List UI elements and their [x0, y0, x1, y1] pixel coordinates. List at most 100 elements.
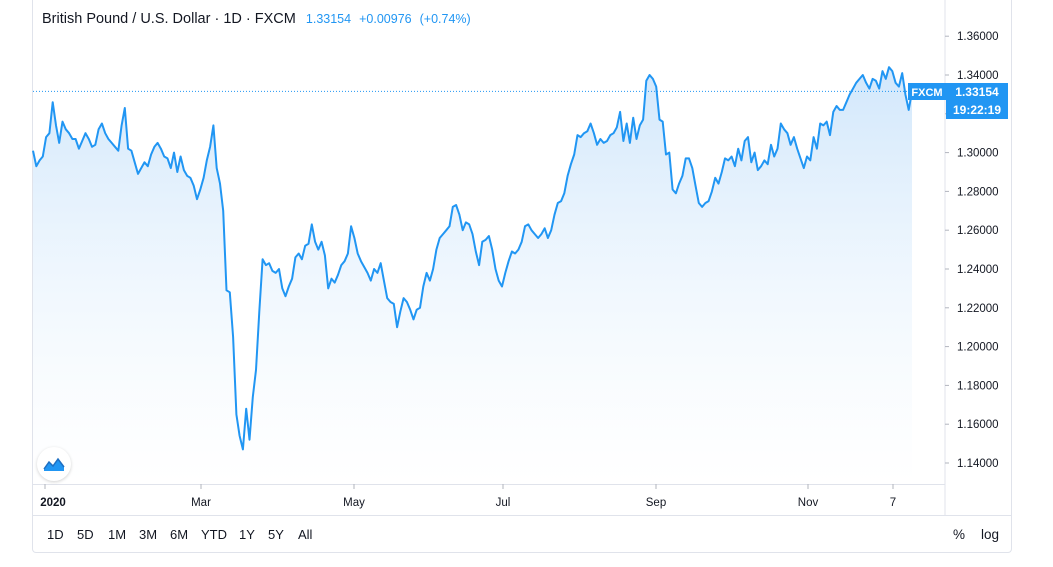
- data-point: [88, 138, 90, 140]
- data-point: [219, 183, 221, 185]
- change-percent: (+0.74%): [419, 12, 471, 26]
- data-point: [52, 101, 54, 103]
- data-point: [669, 152, 671, 154]
- data-point: [619, 111, 621, 113]
- data-point: [386, 297, 388, 299]
- data-point: [167, 158, 169, 160]
- range-1y[interactable]: 1Y: [239, 527, 255, 542]
- tag-price: 1.33154: [955, 85, 999, 99]
- data-point: [308, 243, 310, 245]
- range-5d[interactable]: 5D: [77, 527, 94, 542]
- data-point: [462, 229, 464, 231]
- data-point: [741, 160, 743, 162]
- range-ytd[interactable]: YTD: [201, 527, 227, 542]
- data-point: [514, 253, 516, 255]
- percent-scale-toggle[interactable]: %: [953, 527, 966, 542]
- data-point: [544, 228, 546, 230]
- data-point: [737, 148, 739, 150]
- y-tick-label: 1.20000: [957, 342, 999, 354]
- bottom-toolbar: 1D 5D 1M 3M 6M YTD 1Y 5Y All % log: [32, 515, 1012, 553]
- symbol-name: British Pound / U.S. Dollar: [42, 11, 211, 27]
- data-point: [186, 175, 188, 177]
- y-tick-label: 1.22000: [957, 303, 999, 315]
- data-point: [695, 185, 697, 187]
- data-point: [262, 259, 264, 261]
- data-point: [557, 202, 559, 204]
- range-all[interactable]: All: [298, 527, 313, 542]
- data-point: [65, 129, 67, 131]
- data-point: [754, 152, 756, 154]
- data-point: [734, 165, 736, 167]
- last-price-value: 1.33154: [305, 12, 352, 26]
- data-point: [360, 260, 362, 262]
- y-tick-label: 1.36000: [957, 31, 999, 43]
- time-axis[interactable]: 2020 Mar May Jul Sep Nov 7: [32, 484, 945, 509]
- data-point: [793, 136, 795, 138]
- data-point: [36, 165, 38, 167]
- data-point: [213, 125, 215, 127]
- data-point: [550, 229, 552, 231]
- data-point: [396, 326, 398, 328]
- y-tick-label: 1.30000: [957, 148, 999, 160]
- data-point: [147, 165, 149, 167]
- data-point: [354, 237, 356, 239]
- data-point: [728, 160, 730, 162]
- data-point: [459, 214, 461, 216]
- data-point: [688, 158, 690, 160]
- y-tick-label: 1.18000: [957, 380, 999, 392]
- data-point: [698, 202, 700, 204]
- price-chart[interactable]: 1.14000 1.16000 1.18000 1.20000 1.22000 1.240…: [0, 0, 1053, 515]
- data-point: [393, 303, 395, 305]
- data-point: [498, 280, 500, 282]
- data-point: [62, 121, 64, 123]
- data-point: [855, 82, 857, 84]
- tradingview-logo-icon[interactable]: [37, 447, 71, 481]
- data-point: [649, 74, 651, 76]
- data-point: [206, 160, 208, 162]
- data-point: [888, 66, 890, 68]
- data-point: [606, 140, 608, 142]
- data-point: [268, 262, 270, 264]
- data-point: [501, 286, 503, 288]
- data-point: [495, 268, 497, 270]
- data-point: [383, 280, 385, 282]
- data-point: [547, 237, 549, 239]
- data-point: [406, 301, 408, 303]
- data-point: [416, 309, 418, 311]
- data-point: [249, 439, 251, 441]
- data-point: [813, 136, 815, 138]
- data-point: [177, 171, 179, 173]
- x-tick-label: Jul: [496, 497, 511, 509]
- log-scale-toggle[interactable]: log: [981, 527, 1000, 542]
- data-point: [370, 280, 372, 282]
- range-6m[interactable]: 6M: [170, 527, 189, 542]
- data-point: [872, 78, 874, 80]
- data-point: [773, 156, 775, 158]
- range-5y[interactable]: 5Y: [268, 527, 284, 542]
- data-point: [278, 268, 280, 270]
- data-point: [163, 156, 165, 158]
- data-point: [180, 156, 182, 158]
- data-point: [157, 142, 159, 144]
- data-point: [528, 224, 530, 226]
- data-point: [659, 119, 661, 121]
- data-point: [436, 249, 438, 251]
- data-point: [327, 288, 329, 290]
- legend-separator: ·: [214, 11, 224, 27]
- tag-source: FXCM: [911, 87, 942, 99]
- price-axis[interactable]: 1.14000 1.16000 1.18000 1.20000 1.22000 1.240…: [944, 0, 999, 515]
- range-1d[interactable]: 1D: [47, 527, 64, 542]
- data-point: [331, 278, 333, 280]
- data-point: [531, 229, 533, 231]
- data-point: [321, 241, 323, 243]
- range-1m[interactable]: 1M: [108, 527, 127, 542]
- data-point: [587, 131, 589, 133]
- range-3m[interactable]: 3M: [139, 527, 158, 542]
- data-point: [380, 262, 382, 264]
- data-point: [413, 319, 415, 321]
- data-point: [357, 253, 359, 255]
- data-point: [885, 78, 887, 80]
- data-point: [140, 167, 142, 169]
- chart-legend[interactable]: British Pound / U.S. Dollar · 1D · FXCM …: [42, 11, 471, 27]
- data-point: [311, 224, 313, 226]
